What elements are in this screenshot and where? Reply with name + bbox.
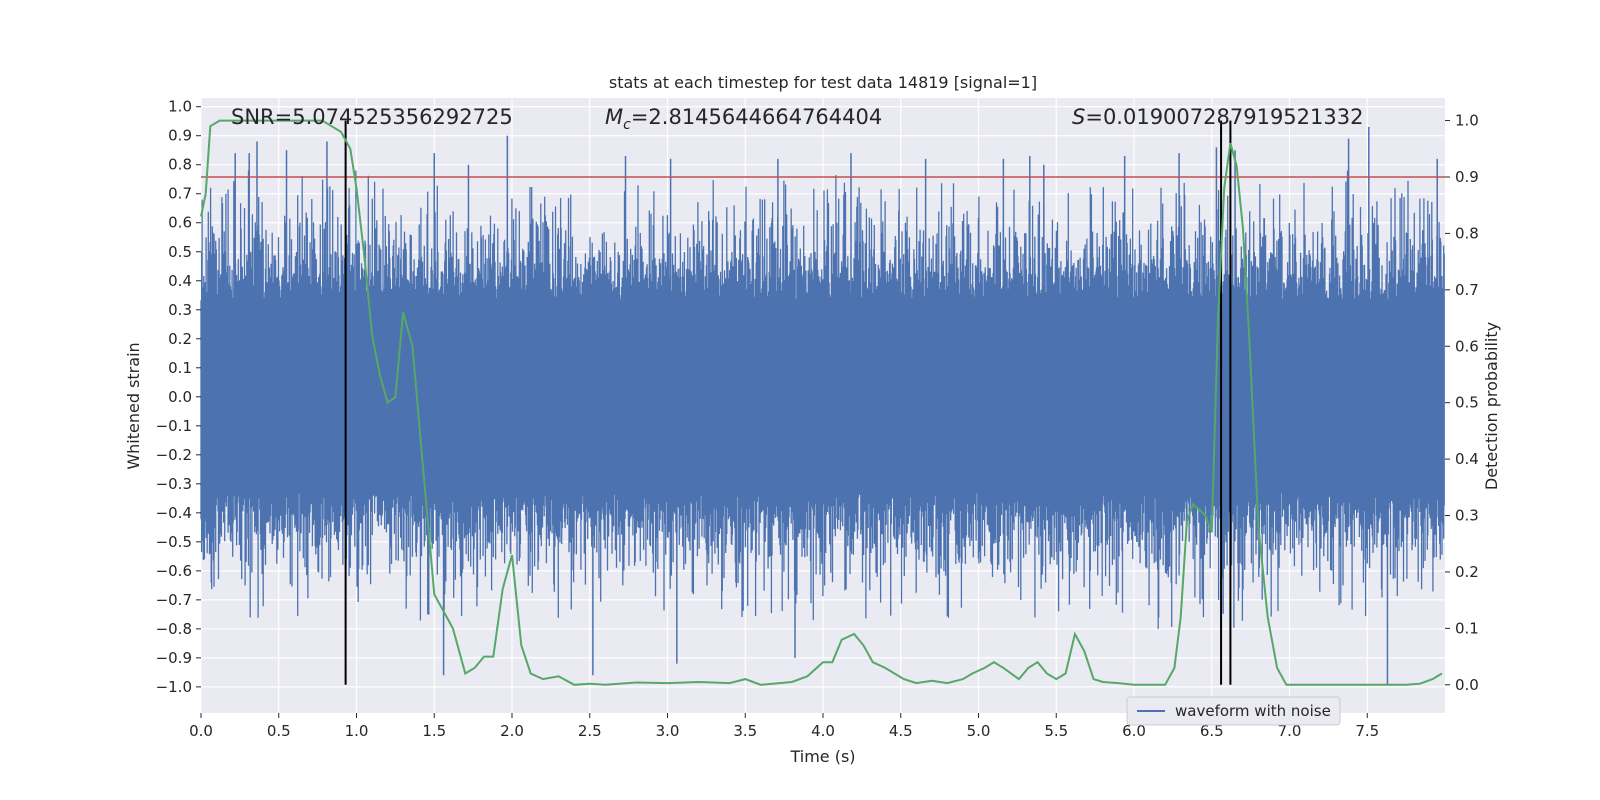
x-tick-label: 0.0 — [189, 722, 213, 740]
y-tick-label-left: −0.3 — [156, 475, 192, 493]
y-tick-label-right: 1.0 — [1455, 112, 1479, 130]
x-tick-label: 2.5 — [578, 722, 602, 740]
x-ticks: 0.0 0.5 1.0 1.5 2.0 2.5 3.0 3.5 4.0 4.5 5.0 5.5 6.0 6… — [189, 713, 1379, 740]
y-tick-label-left: −0.4 — [156, 504, 192, 522]
y-tick-label-left: 0.3 — [168, 301, 192, 319]
y-tick-label-left: −0.1 — [156, 417, 192, 435]
y-tick-label-left: 1.0 — [168, 98, 192, 116]
y-tick-label-right: 0.6 — [1455, 337, 1479, 355]
y-tick-label-left: 0.8 — [168, 156, 192, 174]
y-tick-label-left: 0.0 — [168, 388, 192, 406]
s-annotation: S=0.019007287919521332 — [1072, 105, 1363, 129]
y-axis-label-left: Whitened strain — [124, 342, 143, 469]
x-tick-label: 3.5 — [733, 722, 757, 740]
x-tick-label: 0.5 — [267, 722, 291, 740]
y-tick-label-right: 0.3 — [1455, 507, 1479, 525]
y-tick-label-right: 0.9 — [1455, 168, 1479, 186]
y-tick-label-left: 0.6 — [168, 214, 192, 232]
y-tick-label-left: 0.7 — [168, 185, 192, 203]
y-tick-label-right: 0.4 — [1455, 450, 1479, 468]
probability-series — [200, 119, 1443, 686]
y-tick-label-left: 0.9 — [168, 127, 192, 145]
y-tick-label-left: −0.2 — [156, 446, 192, 464]
chirp-mass-subscript: c — [623, 117, 631, 133]
x-tick-label: 7.0 — [1278, 722, 1302, 740]
y-tick-label-left: 0.1 — [168, 359, 192, 377]
y-tick-label-left: −0.5 — [156, 533, 192, 551]
y-tick-label-left: 0.2 — [168, 330, 192, 348]
y-ticks-right: 1.0 0.9 0.8 0.7 0.6 0.5 0.4 0.3 0.2 0.1 0.0 — [1445, 112, 1479, 694]
x-tick-label: 7.5 — [1355, 722, 1379, 740]
x-tick-label: 3.0 — [656, 722, 680, 740]
y-tick-label-right: 0.8 — [1455, 224, 1479, 242]
y-tick-label-left: −0.7 — [156, 591, 192, 609]
y-tick-label-left: −0.9 — [156, 649, 192, 667]
waveform-series — [200, 127, 1445, 684]
x-tick-label: 4.5 — [889, 722, 913, 740]
x-tick-label: 1.5 — [422, 722, 446, 740]
legend-box — [1126, 696, 1341, 726]
legend-label: waveform with noise — [1175, 702, 1331, 720]
y-tick-label-right: 0.2 — [1455, 563, 1479, 581]
x-tick-label: 5.5 — [1044, 722, 1068, 740]
legend: waveform with noise — [1126, 696, 1341, 726]
chart-title: stats at each timestep for test data 148… — [609, 73, 1037, 92]
s-value: =0.019007287919521332 — [1085, 105, 1363, 129]
y-tick-label-right: 0.0 — [1455, 676, 1479, 694]
x-tick-label: 6.5 — [1200, 722, 1224, 740]
chirp-mass-value: =2.8145644664764404 — [631, 105, 882, 129]
y-ticks-left: 1.0 0.9 0.8 0.7 0.6 0.5 0.4 0.3 0.2 0.1 0.0 −0.1 −0.… — [156, 98, 201, 696]
y-tick-label-right: 0.1 — [1455, 619, 1479, 637]
chirp-mass-symbol: M — [605, 105, 623, 129]
y-tick-label-right: 0.5 — [1455, 394, 1479, 412]
vertical-markers — [344, 120, 1232, 685]
x-tick-label: 2.0 — [500, 722, 524, 740]
chirp-mass-annotation: Mc=2.8145644664764404 — [605, 105, 882, 133]
y-tick-label-left: 0.4 — [168, 272, 192, 290]
x-tick-label: 4.0 — [811, 722, 835, 740]
x-tick-label: 5.0 — [967, 722, 991, 740]
x-tick-label: 6.0 — [1122, 722, 1146, 740]
y-tick-label-left: −0.8 — [156, 620, 192, 638]
y-axis-label-right: Detection probability — [1482, 322, 1501, 490]
s-symbol: S — [1072, 105, 1085, 129]
x-tick-label: 1.0 — [345, 722, 369, 740]
y-tick-label-right: 0.7 — [1455, 281, 1479, 299]
snr-annotation: SNR=5.074525356292725 — [231, 105, 513, 129]
y-tick-label-left: −0.6 — [156, 562, 192, 580]
x-axis-label: Time (s) — [789, 747, 855, 766]
probability-line — [200, 119, 1443, 686]
y-tick-label-left: −1.0 — [156, 678, 192, 696]
y-tick-label-left: 0.5 — [168, 243, 192, 261]
